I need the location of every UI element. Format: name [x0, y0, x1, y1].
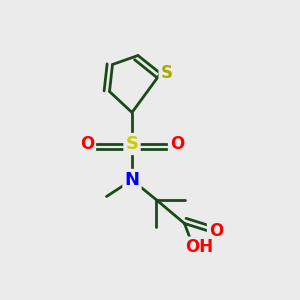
Text: S: S	[160, 64, 172, 82]
Text: O: O	[209, 222, 223, 240]
Text: S: S	[125, 135, 139, 153]
Text: O: O	[80, 135, 94, 153]
Text: OH: OH	[185, 238, 214, 256]
Text: N: N	[124, 171, 140, 189]
Text: O: O	[170, 135, 184, 153]
